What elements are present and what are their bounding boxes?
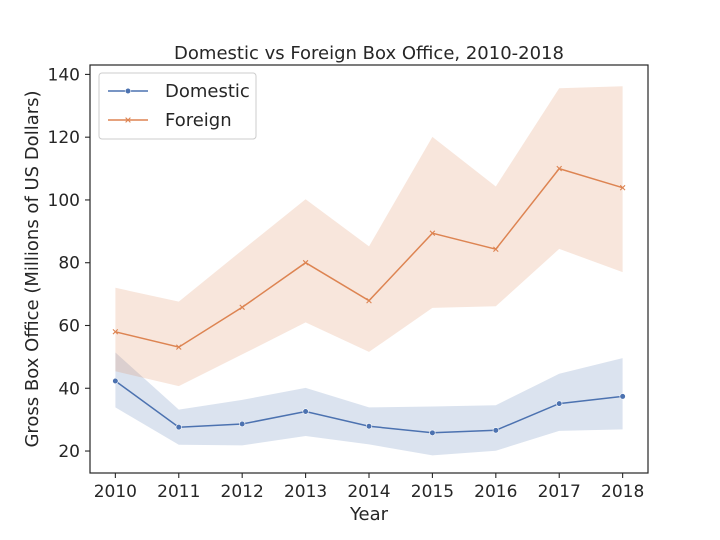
x-tick-label: 2013	[284, 482, 327, 502]
domestic-point	[556, 400, 563, 407]
x-tick-label: 2010	[94, 482, 137, 502]
x-tick-label: 2017	[538, 482, 581, 502]
foreign-point	[302, 259, 309, 266]
y-tick-label: 80	[58, 254, 80, 274]
y-tick-label: 120	[48, 128, 80, 148]
foreign-point	[366, 297, 372, 304]
x-axis-title: Year	[349, 504, 389, 525]
domestic-legend-marker	[124, 87, 132, 95]
chart-title: Domestic vs Foreign Box Office, 2010-201…	[174, 43, 564, 64]
domestic-point	[175, 424, 182, 431]
domestic-point	[112, 377, 119, 385]
domestic-point	[239, 420, 246, 428]
legend-box	[98, 72, 257, 140]
confidence-bands	[115, 86, 623, 456]
x-tick-label: 2016	[474, 482, 517, 502]
domestic-point	[302, 408, 309, 415]
foreign-point	[556, 165, 563, 172]
domestic-point	[492, 427, 499, 434]
domestic-point	[619, 393, 626, 400]
x-tick-label: 2015	[411, 482, 454, 502]
y-tick-label: 20	[58, 442, 80, 462]
domestic-point	[429, 429, 436, 436]
foreign-legend-marker	[125, 117, 131, 123]
x-tick-label: 2012	[221, 482, 264, 502]
y-tick-label: 40	[58, 379, 80, 399]
y-axis-title: Gross Box Office (Millions of US Dollars…	[22, 90, 43, 447]
y-axis: 20 40 60 80 100 120 140	[48, 65, 90, 462]
y-tick-label: 100	[48, 191, 80, 211]
x-axis: 2010 2011 2012 2013 2014 2015 2016 2017 2018	[94, 473, 644, 502]
y-tick-label: 140	[48, 65, 80, 85]
legend: Domestic Foreign	[98, 72, 257, 140]
domestic-point	[365, 423, 373, 430]
x-tick-label: 2014	[347, 482, 390, 502]
foreign-point	[619, 184, 626, 191]
foreign-point	[239, 304, 245, 311]
x-tick-label: 2018	[601, 482, 644, 502]
foreign-point	[493, 246, 499, 253]
series-markers	[112, 165, 626, 436]
foreign-point	[429, 230, 436, 237]
foreign-point	[175, 344, 182, 350]
foreign-point	[112, 328, 119, 335]
domestic-legend-label: Domestic	[165, 81, 250, 102]
x-tick-label: 2011	[157, 482, 200, 502]
foreign-legend-label: Foreign	[165, 110, 232, 131]
foreign-confidence-band	[115, 86, 623, 387]
y-tick-label: 60	[58, 316, 80, 336]
